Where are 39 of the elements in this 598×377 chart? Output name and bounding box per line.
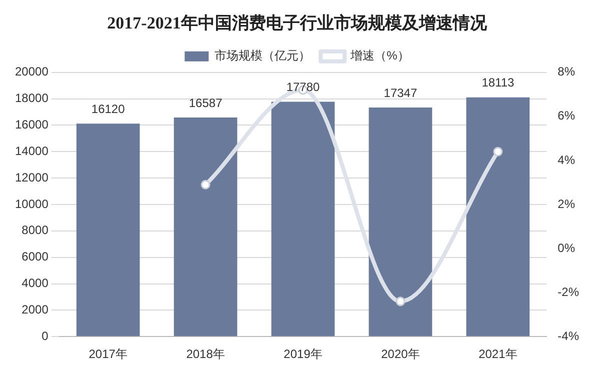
x-tick-label: 2018年 xyxy=(186,347,225,362)
bar xyxy=(466,97,530,336)
data-label: 16120 xyxy=(91,102,126,116)
y-tick-label: 0 xyxy=(42,328,49,343)
y2-tick-label: 2% xyxy=(558,196,576,211)
data-label: 17347 xyxy=(384,86,418,100)
y2-tick-label: 0% xyxy=(558,240,576,255)
y2-tick-label: -4% xyxy=(558,328,580,343)
x-tick-label: 2021年 xyxy=(478,347,518,362)
y2-tick-label: 6% xyxy=(558,108,576,123)
bar xyxy=(76,124,140,336)
bar xyxy=(368,107,432,336)
bar xyxy=(174,117,238,336)
y-tick-label: 4000 xyxy=(22,276,49,290)
legend-label: 增速（%） xyxy=(350,48,410,63)
y-tick-label: 18000 xyxy=(14,91,49,106)
data-label: 16587 xyxy=(188,96,223,110)
y-tick-label: 20000 xyxy=(14,64,49,79)
data-label: 17780 xyxy=(286,80,320,94)
point xyxy=(493,146,503,156)
y-tick-label: 8000 xyxy=(22,223,49,238)
y2-tick-label: 8% xyxy=(558,64,576,79)
x-tick-label: 2020年 xyxy=(381,347,420,362)
data-label: 18113 xyxy=(482,76,514,90)
y2-tick-label: 4% xyxy=(558,152,576,167)
y-tick-label: 14000 xyxy=(14,144,49,158)
bar xyxy=(271,102,335,336)
y-tick-label: 12000 xyxy=(14,170,49,184)
legend-label: 市场规模（亿元） xyxy=(214,48,311,63)
x-tick-label: 2019年 xyxy=(284,347,322,362)
point xyxy=(396,296,406,306)
y-tick-label: 6000 xyxy=(22,250,49,264)
x-tick-label: 2017年 xyxy=(88,347,128,362)
y-tick-label: 16000 xyxy=(14,118,49,132)
y-tick-label: 2000 xyxy=(22,302,49,316)
chart-title: 2017-2021年中国消费电子行业市场规模及增速情况 xyxy=(107,14,488,33)
y2-tick-label: -2% xyxy=(558,284,580,299)
point xyxy=(200,180,210,190)
y-tick-label: 10000 xyxy=(14,196,49,211)
